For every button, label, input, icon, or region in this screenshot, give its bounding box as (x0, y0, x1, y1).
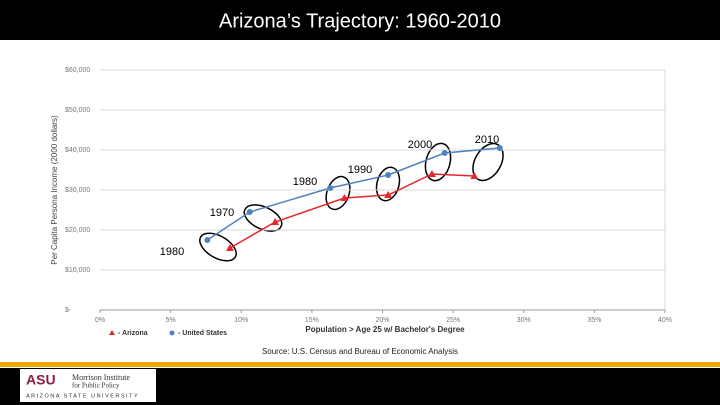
annotation: 2000 (408, 139, 432, 151)
point (385, 172, 392, 178)
point (340, 194, 349, 201)
series-line (206, 147, 500, 241)
point (427, 170, 436, 177)
point (204, 237, 211, 243)
point (384, 191, 393, 198)
annotation: 1980 (160, 246, 184, 258)
ellipse (243, 204, 283, 232)
y-tick-label: $20,000 (65, 227, 90, 234)
logo-box (20, 369, 156, 402)
y-tick-label: $50,000 (65, 107, 90, 114)
footer-stripe (0, 362, 720, 367)
org-line: Morrison Institute (72, 373, 130, 382)
point (327, 185, 334, 191)
title-bar (0, 0, 720, 40)
legend-marker (109, 330, 115, 335)
x-tick-label: 35% (587, 317, 601, 324)
title: Arizona’s Trajectory: 1960-2010 (219, 10, 501, 32)
x-tick-label: 20% (375, 317, 389, 324)
x-tick-label: 5% (166, 317, 176, 324)
x-tick-label: 15% (305, 317, 319, 324)
annotation: 2010 (475, 134, 499, 146)
ellipse (199, 232, 237, 262)
x-tick-label: 0% (95, 317, 105, 324)
ellipse (375, 166, 401, 202)
x-tick-label: 30% (517, 317, 531, 324)
annotation: 1990 (348, 164, 372, 176)
point (441, 150, 448, 156)
university: ARIZONA STATE UNIVERSITY (26, 393, 139, 399)
legend-marker (169, 330, 175, 336)
y-tick-label: $10,000 (65, 267, 90, 274)
y-tick-label: $40,000 (65, 147, 90, 154)
point (470, 172, 479, 179)
y-axis-title: Per Capita Persona Income (2000 dollars) (50, 115, 59, 265)
annotation: 1980 (293, 176, 317, 188)
org-line: for Public Policy (72, 382, 120, 390)
x-tick-label: 40% (658, 317, 672, 324)
point (271, 218, 280, 225)
point (225, 244, 234, 251)
ellipse (472, 142, 504, 182)
annotation: 1970 (210, 207, 234, 219)
legend-label: - Arizona (118, 330, 148, 337)
x-axis-title: Population > Age 25 w/ Bachelor's Degree (305, 325, 465, 334)
x-tick-label: 10% (234, 317, 248, 324)
source: Source: U.S. Census and Bureau of Econom… (262, 347, 458, 356)
ellipse (424, 142, 452, 182)
ellipse (325, 175, 351, 211)
legend-label: - United States (178, 330, 227, 337)
point (496, 145, 503, 151)
y-tick-label: $- (65, 307, 72, 314)
highlight-ellipses (199, 142, 504, 262)
y-tick-label: $60,000 (65, 67, 90, 74)
x-tick-label: 25% (446, 317, 460, 324)
series-line (229, 173, 475, 249)
point (246, 209, 253, 215)
logo: ASU (26, 372, 56, 388)
y-tick-label: $30,000 (65, 187, 90, 194)
